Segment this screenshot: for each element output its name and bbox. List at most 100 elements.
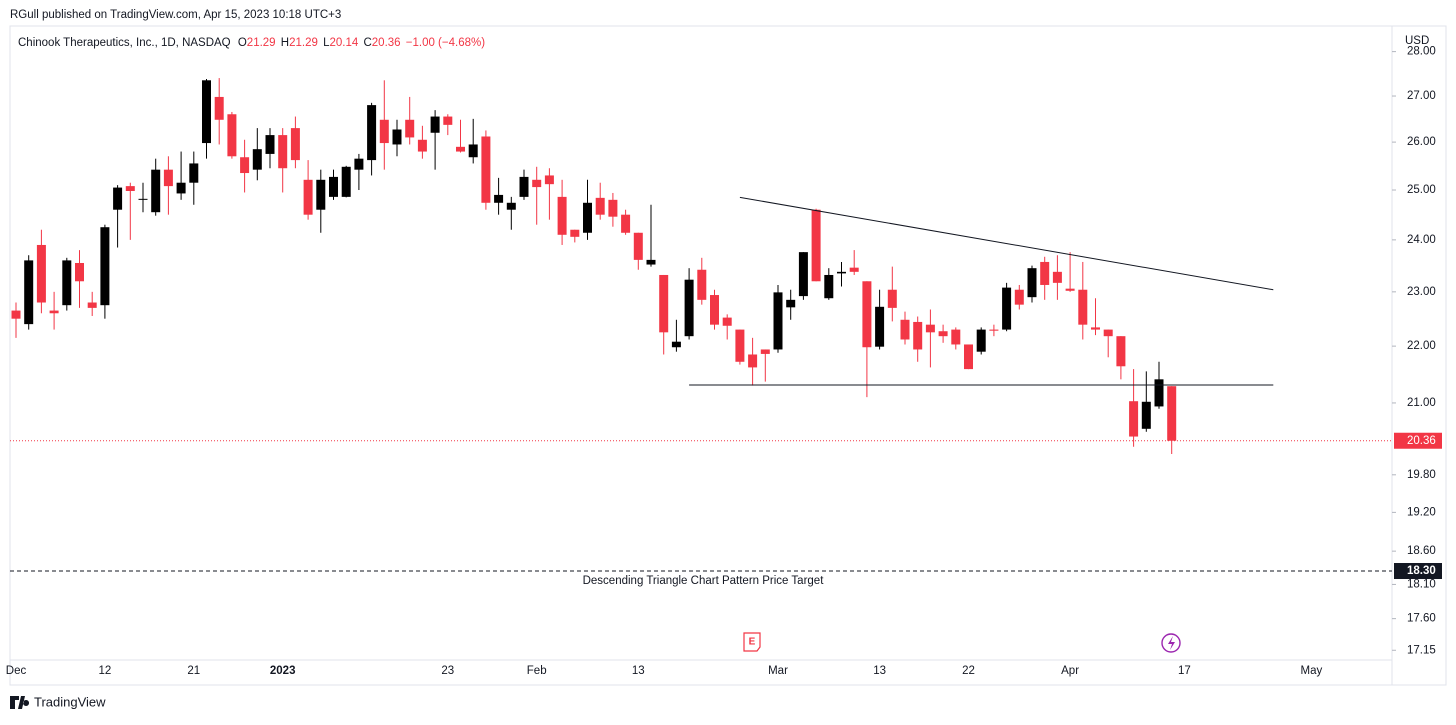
price-target-badge xyxy=(1394,563,1442,580)
ohlc-value: 20.14 xyxy=(329,37,358,49)
candle-body xyxy=(367,105,377,161)
footer-logo xyxy=(10,696,30,709)
candle-body xyxy=(341,166,351,197)
currency: USD xyxy=(1405,35,1429,47)
candle-body xyxy=(113,187,123,210)
y-tick-label: 23.00 xyxy=(1407,286,1436,298)
x-tick-label: 13 xyxy=(632,665,645,677)
candle-body xyxy=(633,232,643,260)
candle-body xyxy=(925,324,935,333)
candle-body xyxy=(621,214,631,233)
price-target-text: Descending Triangle Chart Pattern Price … xyxy=(583,575,825,587)
candle-body xyxy=(379,119,389,144)
x-tick-label: Apr xyxy=(1061,665,1079,677)
candle-body xyxy=(214,96,224,120)
candle-body xyxy=(900,319,910,340)
candle-body xyxy=(405,119,415,138)
candle-body xyxy=(1052,271,1062,283)
candle-body xyxy=(278,135,288,169)
candle-body xyxy=(697,269,707,300)
y-tick-label: 18.10 xyxy=(1407,578,1436,590)
candle-body xyxy=(989,329,999,331)
candle-body xyxy=(494,194,504,203)
candle-body xyxy=(583,202,592,233)
candle-body xyxy=(557,196,567,235)
last-price-label: 20.36 xyxy=(1407,435,1436,447)
candle-body xyxy=(1103,329,1113,337)
candle-body xyxy=(849,267,859,272)
candle-body xyxy=(443,116,453,125)
candle-body xyxy=(176,182,186,194)
candle-body xyxy=(671,341,681,348)
y-tick-label: 19.80 xyxy=(1407,469,1436,481)
candle-body xyxy=(519,176,529,197)
publisher-line: RGull published on TradingView.com, Apr … xyxy=(10,9,341,21)
x-tick-label: 12 xyxy=(99,665,112,677)
candle-body xyxy=(684,279,694,337)
candle-body xyxy=(252,149,262,170)
candle-body xyxy=(1141,401,1151,429)
candle-body xyxy=(544,175,554,185)
candle-body xyxy=(430,116,440,133)
candle-body xyxy=(1116,336,1126,367)
legend-header: Chinook Therapeutics, Inc., 1D, NASDAQ O… xyxy=(18,37,485,49)
candle-body xyxy=(87,302,97,308)
candle-body xyxy=(316,179,326,210)
candle-body xyxy=(837,271,846,274)
x-tick-label: Mar xyxy=(768,665,788,677)
candle-body xyxy=(1129,401,1139,437)
candle-body xyxy=(354,158,364,170)
candle-body xyxy=(773,292,783,350)
y-tick-label: 24.00 xyxy=(1407,234,1436,246)
candle-body xyxy=(760,349,770,354)
candle-body xyxy=(36,244,46,303)
candle-body xyxy=(938,331,948,337)
candle-body xyxy=(290,128,300,161)
candle-body xyxy=(811,209,821,282)
candle-body xyxy=(748,354,758,368)
candle-body xyxy=(887,289,897,308)
candle-body xyxy=(1078,289,1088,325)
candle-body xyxy=(11,310,21,319)
candle-body xyxy=(710,295,719,325)
candle-body xyxy=(1040,261,1050,285)
plot-area xyxy=(10,78,1392,572)
candle-body xyxy=(951,329,961,345)
y-tick-label: 17.15 xyxy=(1407,644,1436,656)
dividend-icon[interactable] xyxy=(1161,633,1181,653)
candle-body xyxy=(735,329,745,362)
candle-body xyxy=(163,169,173,187)
ohlc-label: L xyxy=(323,37,330,49)
price-target-label: 18.30 xyxy=(1407,565,1436,577)
candle-body xyxy=(506,202,516,210)
x-tick-label: May xyxy=(1301,665,1323,677)
y-tick-label: 18.60 xyxy=(1407,545,1436,557)
x-tick-label: 21 xyxy=(187,665,200,677)
ohlc-value: 20.36 xyxy=(372,37,401,49)
ohlc-label: O xyxy=(238,37,247,49)
candle-body xyxy=(786,299,796,308)
candle-body xyxy=(862,281,872,348)
ohlc-label: H xyxy=(281,37,289,49)
earnings-icon[interactable]: E xyxy=(743,632,761,652)
candle-body xyxy=(240,157,250,174)
candle-body xyxy=(481,136,491,203)
symbol: Chinook Therapeutics, Inc., 1D, NASDAQ xyxy=(18,37,231,49)
candle-body xyxy=(875,306,885,347)
candle-body xyxy=(646,259,656,265)
candle-body xyxy=(532,179,542,188)
candle-body xyxy=(964,344,973,370)
trend-line xyxy=(739,196,1274,291)
y-tick-label: 19.20 xyxy=(1407,506,1436,518)
y-tick-label: 26.00 xyxy=(1407,136,1436,148)
candle-body xyxy=(595,197,605,215)
candle-body xyxy=(468,144,478,158)
x-tick-label: 23 xyxy=(441,665,454,677)
candle-body xyxy=(265,135,275,154)
x-tick-label: 2023 xyxy=(270,665,296,677)
x-tick-label: 22 xyxy=(962,665,975,677)
last-price-badge xyxy=(1394,432,1442,449)
candle-body xyxy=(189,163,199,183)
